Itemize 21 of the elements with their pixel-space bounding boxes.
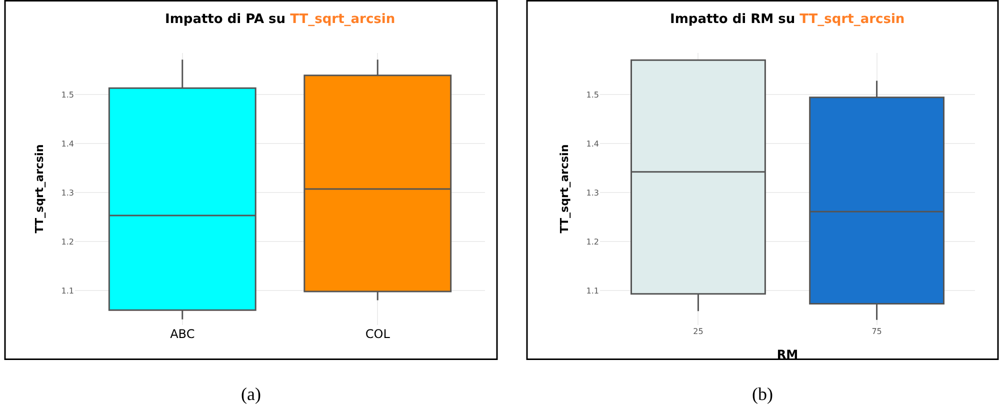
y-tick-label: 1.3 <box>586 188 599 198</box>
y-tick-label: 1.5 <box>586 90 599 100</box>
y-axis-title: TT_sqrt_arcsin <box>32 144 46 234</box>
y-tick-label: 1.4 <box>61 139 74 148</box>
chart-title: Impatto di PA su TT_sqrt_arcsin <box>165 12 396 27</box>
x-axis-title: RM <box>776 348 798 362</box>
y-tick-label: 1.2 <box>61 237 74 246</box>
x-tick-label: 25 <box>693 326 704 336</box>
text: (b) <box>752 384 773 404</box>
text: (a) <box>241 384 261 404</box>
x-tick-label: 75 <box>872 326 882 336</box>
y-tick-label: 1.3 <box>61 188 74 198</box>
y-tick-label: 1.1 <box>61 286 74 296</box>
chart-title: Impatto di RM su TT_sqrt_arcsin <box>670 12 905 27</box>
y-tick-label: 1.1 <box>586 286 599 296</box>
x-tick-label: ABC <box>170 326 195 341</box>
y-tick-label: 1.4 <box>586 139 599 148</box>
y-tick-label: 1.2 <box>586 237 599 246</box>
y-tick-label: 1.5 <box>61 90 74 100</box>
y-axis-title: TT_sqrt_arcsin <box>558 144 571 234</box>
x-tick-label: COL <box>365 326 390 341</box>
